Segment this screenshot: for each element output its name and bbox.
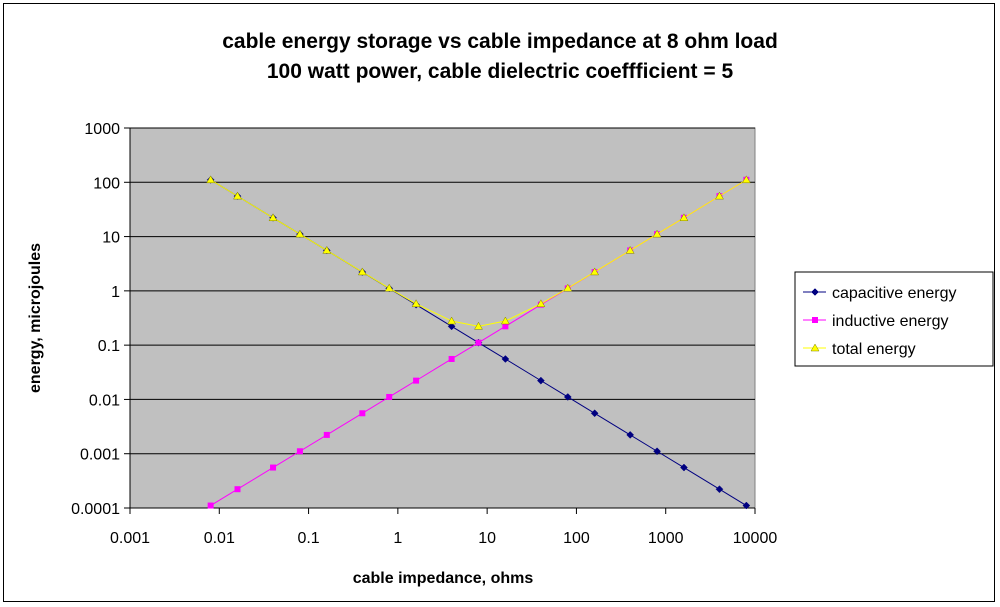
legend: capacitive energy inductive energy total e… xyxy=(794,271,994,367)
capacitive-point xyxy=(537,376,545,385)
x-tick-label: 10000 xyxy=(733,530,778,547)
capacitive-point xyxy=(501,355,510,363)
capacitive-point xyxy=(626,431,635,439)
capacitive-point xyxy=(742,501,751,510)
inductive-point xyxy=(207,502,214,509)
inductive-point xyxy=(296,448,303,455)
total-point xyxy=(474,321,483,330)
total-series xyxy=(206,175,751,330)
legend-box xyxy=(794,271,994,367)
x-tick-label: 0.01 xyxy=(204,530,235,547)
total-point xyxy=(268,213,278,222)
total-point xyxy=(652,229,662,238)
capacitive-point xyxy=(563,393,572,401)
y-tick-label: 0.001 xyxy=(80,447,120,464)
capacitive-point xyxy=(653,447,661,456)
capacitive-point xyxy=(447,322,456,331)
capacitive-point xyxy=(715,485,724,494)
axes xyxy=(124,127,756,514)
inductive-point xyxy=(413,377,420,384)
y-axis-title: energy, microjoules xyxy=(27,243,44,393)
capacitive-point xyxy=(680,463,688,472)
y-tick-label: 100 xyxy=(93,175,120,192)
x-tick-label: 1000 xyxy=(648,530,684,547)
legend-swatch-marker xyxy=(810,343,820,352)
total-point xyxy=(322,245,332,254)
legend-items: capacitive energy inductive energy total e… xyxy=(803,285,957,358)
total-point xyxy=(715,191,724,200)
x-tick-labels: 0.001 0.01 0.1 1 10 100 1000 10000 xyxy=(110,530,777,547)
total-point xyxy=(447,316,457,325)
total-point xyxy=(206,175,216,184)
grid-lines xyxy=(130,127,755,455)
chart-title: cable energy storage vs cable impedance … xyxy=(222,30,778,53)
y-tick-label: 0.0001 xyxy=(71,501,120,518)
legend-label: capacitive energy xyxy=(832,285,957,302)
y-tick-label: 10 xyxy=(102,230,120,247)
x-tick-label: 0.001 xyxy=(110,530,150,547)
y-tick-label: 1000 xyxy=(84,121,120,138)
legend-item-capacitive: capacitive energy xyxy=(803,285,957,302)
inductive-point xyxy=(502,323,509,330)
total-point xyxy=(590,267,600,276)
inductive-point xyxy=(359,410,366,417)
inductive-point xyxy=(323,431,330,438)
total-point xyxy=(679,213,689,222)
legend-swatch-marker xyxy=(811,288,819,296)
total-point xyxy=(563,283,573,292)
total-point xyxy=(295,229,305,238)
total-point xyxy=(625,245,635,254)
inductive-point xyxy=(448,355,455,362)
x-tick-label: 100 xyxy=(563,530,590,547)
series-layer xyxy=(206,175,751,510)
y-tick-label: 1 xyxy=(111,284,120,301)
legend-swatch-marker xyxy=(812,317,818,323)
inductive-point xyxy=(270,464,277,471)
x-tick-label: 10 xyxy=(478,530,496,547)
plot-area xyxy=(129,127,756,509)
x-axis-title: cable impedance, ohms xyxy=(353,570,534,587)
total-point xyxy=(233,191,242,200)
legend-item-total: total energy xyxy=(803,341,916,358)
total-point xyxy=(357,267,367,276)
total-point xyxy=(384,283,394,292)
inductive-point xyxy=(234,486,241,493)
y-tick-label: 0.1 xyxy=(98,338,120,355)
legend-label: total energy xyxy=(832,341,916,358)
total-point xyxy=(411,299,421,308)
x-tick-label: 1 xyxy=(393,530,402,547)
y-tick-label: 0.01 xyxy=(89,392,120,409)
total-point xyxy=(500,316,510,325)
total-point xyxy=(536,299,546,308)
total-point xyxy=(741,175,751,184)
chart-subtitle: 100 watt power, cable dielectric coefffi… xyxy=(267,60,734,83)
legend-label: inductive energy xyxy=(832,313,949,330)
y-tick-labels: 0.0001 0.001 0.01 0.1 1 10 100 1000 xyxy=(71,121,120,518)
capacitive-point xyxy=(590,409,599,418)
inductive-point xyxy=(386,393,393,400)
inductive-point xyxy=(475,339,482,346)
legend-item-inductive: inductive energy xyxy=(803,313,949,330)
x-tick-label: 0.1 xyxy=(297,530,319,547)
